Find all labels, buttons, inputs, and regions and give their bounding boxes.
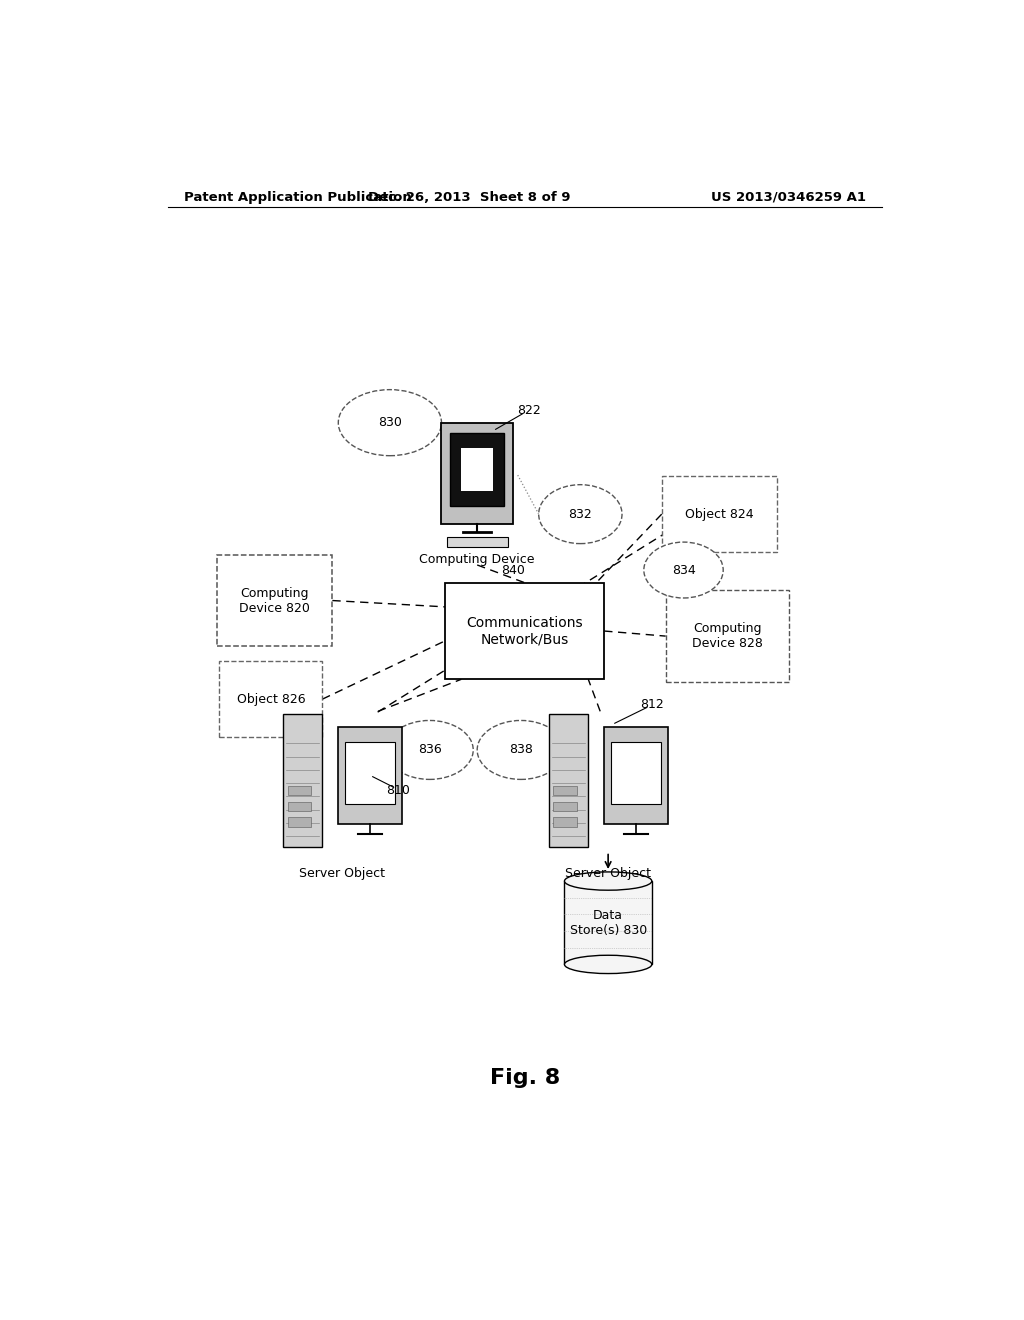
- Ellipse shape: [477, 721, 564, 779]
- Bar: [338, 727, 401, 824]
- Ellipse shape: [564, 873, 651, 890]
- Text: Server Object: Server Object: [565, 867, 651, 880]
- Text: 834: 834: [672, 564, 695, 577]
- Text: Computing
Device 820: Computing Device 820: [240, 586, 310, 615]
- Bar: [345, 742, 395, 804]
- Bar: [553, 817, 578, 826]
- Bar: [666, 590, 788, 682]
- Ellipse shape: [564, 956, 651, 974]
- Bar: [604, 727, 668, 824]
- Text: Data
Store(s) 830: Data Store(s) 830: [569, 908, 647, 937]
- Bar: [662, 477, 777, 552]
- Text: 812: 812: [640, 698, 664, 710]
- Bar: [564, 880, 652, 965]
- Bar: [288, 801, 311, 810]
- Bar: [446, 536, 508, 546]
- Text: Server Object: Server Object: [299, 867, 385, 880]
- Text: Computing Device: Computing Device: [420, 553, 535, 566]
- Text: 822: 822: [517, 404, 541, 417]
- Text: 836: 836: [418, 743, 441, 756]
- Text: 840: 840: [501, 564, 525, 577]
- Bar: [451, 433, 504, 506]
- Bar: [445, 582, 604, 680]
- Text: US 2013/0346259 A1: US 2013/0346259 A1: [711, 190, 866, 203]
- Bar: [217, 554, 333, 647]
- Bar: [553, 785, 578, 795]
- Text: 810: 810: [386, 784, 410, 797]
- Bar: [441, 422, 513, 524]
- Bar: [288, 785, 311, 795]
- Text: 832: 832: [568, 508, 592, 520]
- Text: Patent Application Publication: Patent Application Publication: [183, 190, 412, 203]
- Bar: [553, 801, 578, 810]
- Text: Computing
Device 828: Computing Device 828: [692, 622, 763, 651]
- Text: Communications
Network/Bus: Communications Network/Bus: [467, 616, 583, 645]
- Text: Fig. 8: Fig. 8: [489, 1068, 560, 1088]
- Text: Dec. 26, 2013  Sheet 8 of 9: Dec. 26, 2013 Sheet 8 of 9: [368, 190, 570, 203]
- Ellipse shape: [539, 484, 622, 544]
- Text: Object 826: Object 826: [237, 693, 305, 706]
- Text: 838: 838: [509, 743, 532, 756]
- Bar: [461, 449, 494, 491]
- Bar: [283, 714, 323, 846]
- Text: Object 824: Object 824: [685, 508, 754, 520]
- Ellipse shape: [386, 721, 473, 779]
- Bar: [219, 661, 323, 738]
- Bar: [610, 742, 662, 804]
- Ellipse shape: [644, 543, 723, 598]
- Text: 830: 830: [378, 416, 401, 429]
- Ellipse shape: [338, 389, 441, 455]
- Bar: [549, 714, 589, 846]
- Bar: [288, 817, 311, 826]
